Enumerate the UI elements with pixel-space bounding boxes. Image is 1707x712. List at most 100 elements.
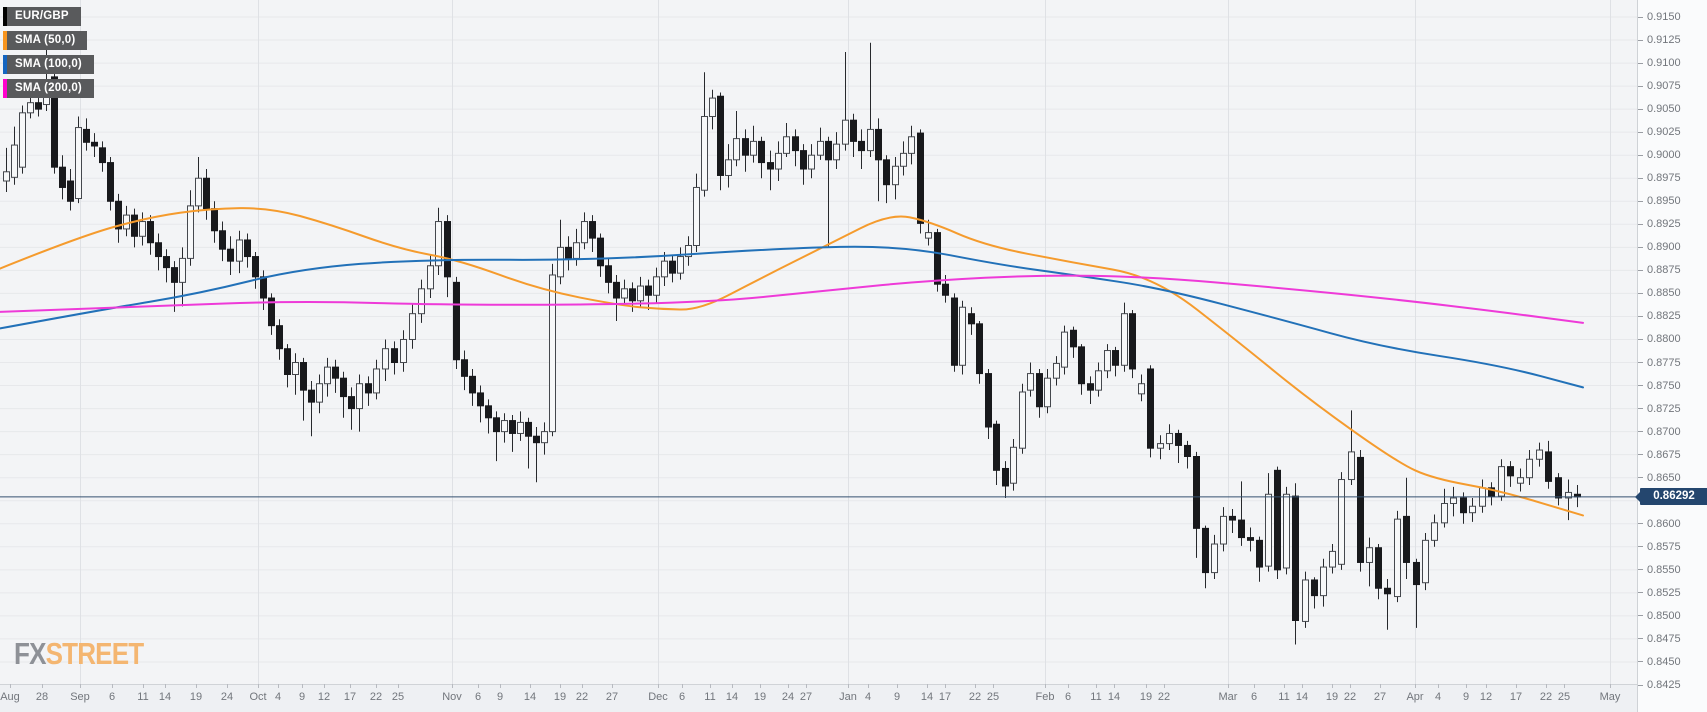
y-axis-tick-label: 0.8900 xyxy=(1638,240,1707,254)
candle-down xyxy=(340,377,347,398)
x-axis-label: 6 xyxy=(1250,691,1258,703)
time-axis[interactable]: Aug 28 Sep 6 11 14 19 24 Oct 4 9 12 17 22 25 Nov 6 9 14 19 2… xyxy=(0,684,1637,712)
x-tick-mark xyxy=(165,684,166,688)
x-axis-label: 25 xyxy=(986,691,1000,703)
y-axis-tick-label: 0.8525 xyxy=(1638,586,1707,600)
y-axis-tick-label: 0.8425 xyxy=(1638,678,1707,692)
x-axis-label: 19 xyxy=(1139,691,1153,703)
legend-badge-sma200[interactable]: SMA (200,0) xyxy=(3,79,94,98)
candle-up xyxy=(1061,331,1068,368)
x-tick-mark xyxy=(80,684,81,688)
candle-down xyxy=(934,232,941,285)
candle-up xyxy=(549,274,556,433)
candle-down xyxy=(469,375,476,394)
candle-up xyxy=(179,257,186,283)
x-tick-mark xyxy=(1114,684,1115,688)
candle-up xyxy=(1283,493,1290,569)
x-tick-mark xyxy=(258,684,259,688)
fxstreet-logo-fx: FX xyxy=(14,636,46,671)
candle-down xyxy=(976,323,983,375)
candle-up xyxy=(1044,377,1051,408)
x-axis-label: 9 xyxy=(893,691,901,703)
candle-down xyxy=(589,221,596,239)
y-axis-tick-label: 0.8800 xyxy=(1638,332,1707,346)
candle-up xyxy=(1536,449,1543,460)
candle-up xyxy=(1517,477,1524,484)
candle-up xyxy=(11,144,18,178)
y-tick-mark xyxy=(1638,592,1643,594)
candle-up xyxy=(1121,313,1128,366)
x-tick-mark xyxy=(1045,684,1046,688)
x-axis-label: Aug xyxy=(0,691,20,703)
x-axis-label: 12 xyxy=(317,691,331,703)
x-tick-mark xyxy=(788,684,789,688)
y-axis-tick-label: 0.8675 xyxy=(1638,448,1707,462)
candle-down xyxy=(276,325,283,350)
candle-up xyxy=(1104,350,1111,372)
x-tick-mark xyxy=(1284,684,1285,688)
legend-badge-pair[interactable]: EUR/GBP xyxy=(3,7,81,26)
candle-down xyxy=(1256,539,1263,568)
candle-up xyxy=(541,431,548,444)
sma200-chip xyxy=(3,79,7,98)
candle-down xyxy=(825,140,832,161)
x-tick-mark xyxy=(658,684,659,688)
candle-down xyxy=(284,348,291,375)
candle-up xyxy=(1265,493,1272,567)
x-axis-label: 22 xyxy=(1539,691,1553,703)
legend: EUR/GBP SMA (50,0) SMA (100,0) SMA (200,0) xyxy=(3,7,94,103)
candle-up xyxy=(75,127,82,200)
chart-plot-area[interactable]: FXSTREET xyxy=(0,0,1637,712)
y-axis-tick-label: 0.8450 xyxy=(1638,655,1707,669)
x-tick-mark xyxy=(1228,684,1229,688)
candle-up xyxy=(292,362,299,375)
x-tick-mark xyxy=(760,684,761,688)
candle-up xyxy=(733,138,740,161)
x-axis-label: 27 xyxy=(1373,691,1387,703)
y-tick-mark xyxy=(1638,385,1643,387)
candle-down xyxy=(613,281,620,299)
candle-down xyxy=(850,119,857,142)
last-price-value: 0.86292 xyxy=(1653,490,1695,503)
x-tick-mark xyxy=(945,684,946,688)
candle-down xyxy=(993,423,1000,471)
candle-down xyxy=(858,140,865,152)
candle-down xyxy=(968,313,975,325)
x-axis-label: 9 xyxy=(298,691,306,703)
price-axis[interactable]: 0.86292 0.9150 0.9125 0.9100 0.9075 0.9050 0.… xyxy=(1635,0,1707,712)
x-axis-label: Feb xyxy=(1035,691,1055,703)
candlestick-chart[interactable] xyxy=(0,0,1637,712)
legend-badge-sma100[interactable]: SMA (100,0) xyxy=(3,55,94,74)
x-tick-mark xyxy=(143,684,144,688)
x-tick-mark xyxy=(1302,684,1303,688)
candle-up xyxy=(892,165,899,186)
x-tick-mark xyxy=(302,684,303,688)
candle-up xyxy=(501,420,508,433)
y-tick-mark xyxy=(1638,131,1643,133)
candle-down xyxy=(1247,537,1254,541)
candle-down xyxy=(742,138,749,156)
x-axis-label: Nov xyxy=(442,691,462,703)
candle-down xyxy=(629,288,636,302)
candle-up xyxy=(1338,479,1345,565)
x-tick-mark xyxy=(398,684,399,688)
x-axis-label: Jan xyxy=(839,691,857,703)
x-axis-label: 19 xyxy=(553,691,567,703)
x-tick-mark xyxy=(324,684,325,688)
candle-up xyxy=(1053,362,1060,379)
legend-label: SMA (50,0) xyxy=(7,31,88,50)
x-tick-mark xyxy=(868,684,869,688)
candle-up xyxy=(833,143,840,161)
x-tick-mark xyxy=(1610,684,1611,688)
y-tick-mark xyxy=(1638,638,1643,640)
y-axis-tick-label: 0.8700 xyxy=(1638,425,1707,439)
candle-down xyxy=(211,208,218,232)
x-tick-mark xyxy=(227,684,228,688)
x-tick-mark xyxy=(732,684,733,688)
candle-up xyxy=(557,246,564,278)
y-axis-tick-label: 0.8600 xyxy=(1638,517,1707,531)
candle-up xyxy=(1394,518,1401,598)
legend-badge-sma50[interactable]: SMA (50,0) xyxy=(3,31,88,50)
y-tick-mark xyxy=(1638,569,1643,571)
candle-down xyxy=(1375,547,1382,589)
